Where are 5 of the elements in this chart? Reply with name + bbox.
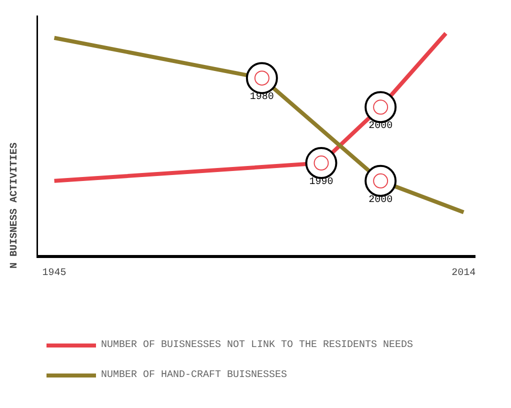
x-tick-label: 2014 [452,268,476,279]
legend-label: NUMBER OF BUISNESSES NOT LINK TO THE RESIDENTS NEEDS [101,340,414,350]
y-axis-title: N BUISNESS ACTIVITIES [10,142,20,269]
legend-label: NUMBER OF HAND-CRAFT BUISNESSES [101,370,288,380]
x-tick-label: 1945 [42,268,66,279]
